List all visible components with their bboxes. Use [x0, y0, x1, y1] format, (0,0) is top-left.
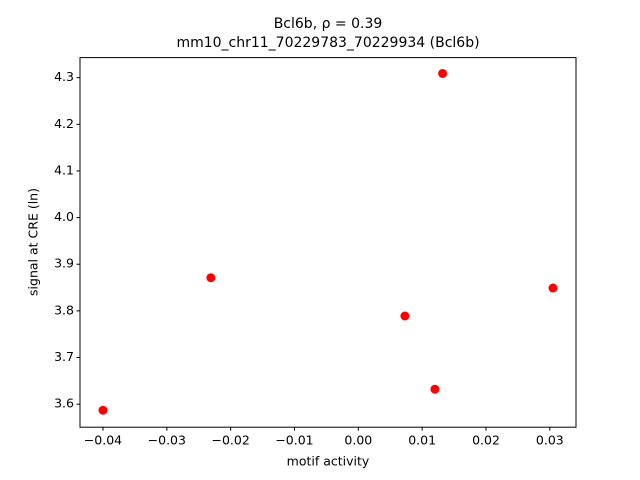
point: [206, 273, 216, 283]
x-tick-label: −0.01: [275, 433, 313, 448]
point: [438, 68, 448, 78]
x-tick-label: 0.03: [536, 433, 564, 448]
chart-title: Bcl6b, ρ = 0.39: [274, 16, 383, 32]
chart-subtitle: mm10_chr11_70229783_70229934 (Bcl6b): [176, 35, 479, 51]
y-tick-label: 4.3: [54, 69, 74, 84]
y-tick-label: 4.1: [54, 162, 74, 177]
plot-frame: [79, 57, 577, 428]
point: [548, 283, 558, 293]
y-tick-label: 3.9: [54, 256, 74, 271]
x-tick-label: −0.03: [148, 433, 186, 448]
x-tick-label: −0.04: [84, 433, 122, 448]
point: [430, 384, 440, 394]
point: [400, 311, 410, 321]
y-tick-label: 3.7: [54, 349, 74, 364]
y-tick-label: 3.8: [54, 302, 74, 317]
y-tick-label: 3.6: [54, 396, 74, 411]
point: [98, 405, 108, 415]
x-tick-label: −0.02: [211, 433, 249, 448]
x-tick-label: 0.00: [344, 433, 372, 448]
y-tick-label: 4.0: [54, 209, 74, 224]
y-axis-label: signal at CRE (ln): [26, 188, 41, 296]
x-tick-label: 0.01: [408, 433, 436, 448]
x-tick-label: 0.02: [472, 433, 500, 448]
x-axis-label: motif activity: [287, 454, 370, 469]
y-tick-label: 4.2: [54, 116, 74, 131]
